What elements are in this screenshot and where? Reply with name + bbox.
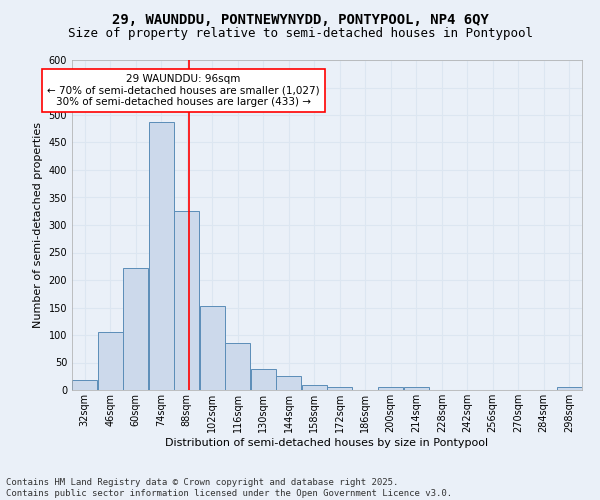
Y-axis label: Number of semi-detached properties: Number of semi-detached properties (33, 122, 43, 328)
Bar (557, 387, 581, 390)
Bar (149, 122, 173, 390)
Bar (404, 387, 428, 390)
Bar (98, 332, 122, 390)
Bar (251, 369, 275, 390)
Bar (73, 380, 97, 390)
Bar (124, 268, 148, 390)
Text: Size of property relative to semi-detached houses in Pontypool: Size of property relative to semi-detach… (67, 28, 533, 40)
Text: Contains HM Land Registry data © Crown copyright and database right 2025.
Contai: Contains HM Land Registry data © Crown c… (6, 478, 452, 498)
Bar (200, 306, 224, 390)
Bar (328, 386, 352, 390)
Text: 29 WAUNDDU: 96sqm
← 70% of semi-detached houses are smaller (1,027)
30% of semi-: 29 WAUNDDU: 96sqm ← 70% of semi-detached… (47, 74, 319, 107)
Text: 29, WAUNDDU, PONTNEWYNYDD, PONTYPOOL, NP4 6QY: 29, WAUNDDU, PONTNEWYNYDD, PONTYPOOL, NP… (112, 12, 488, 26)
Bar (277, 376, 301, 390)
Bar (302, 384, 326, 390)
Bar (379, 387, 403, 390)
Bar (175, 211, 199, 390)
X-axis label: Distribution of semi-detached houses by size in Pontypool: Distribution of semi-detached houses by … (166, 438, 488, 448)
Bar (226, 343, 250, 390)
